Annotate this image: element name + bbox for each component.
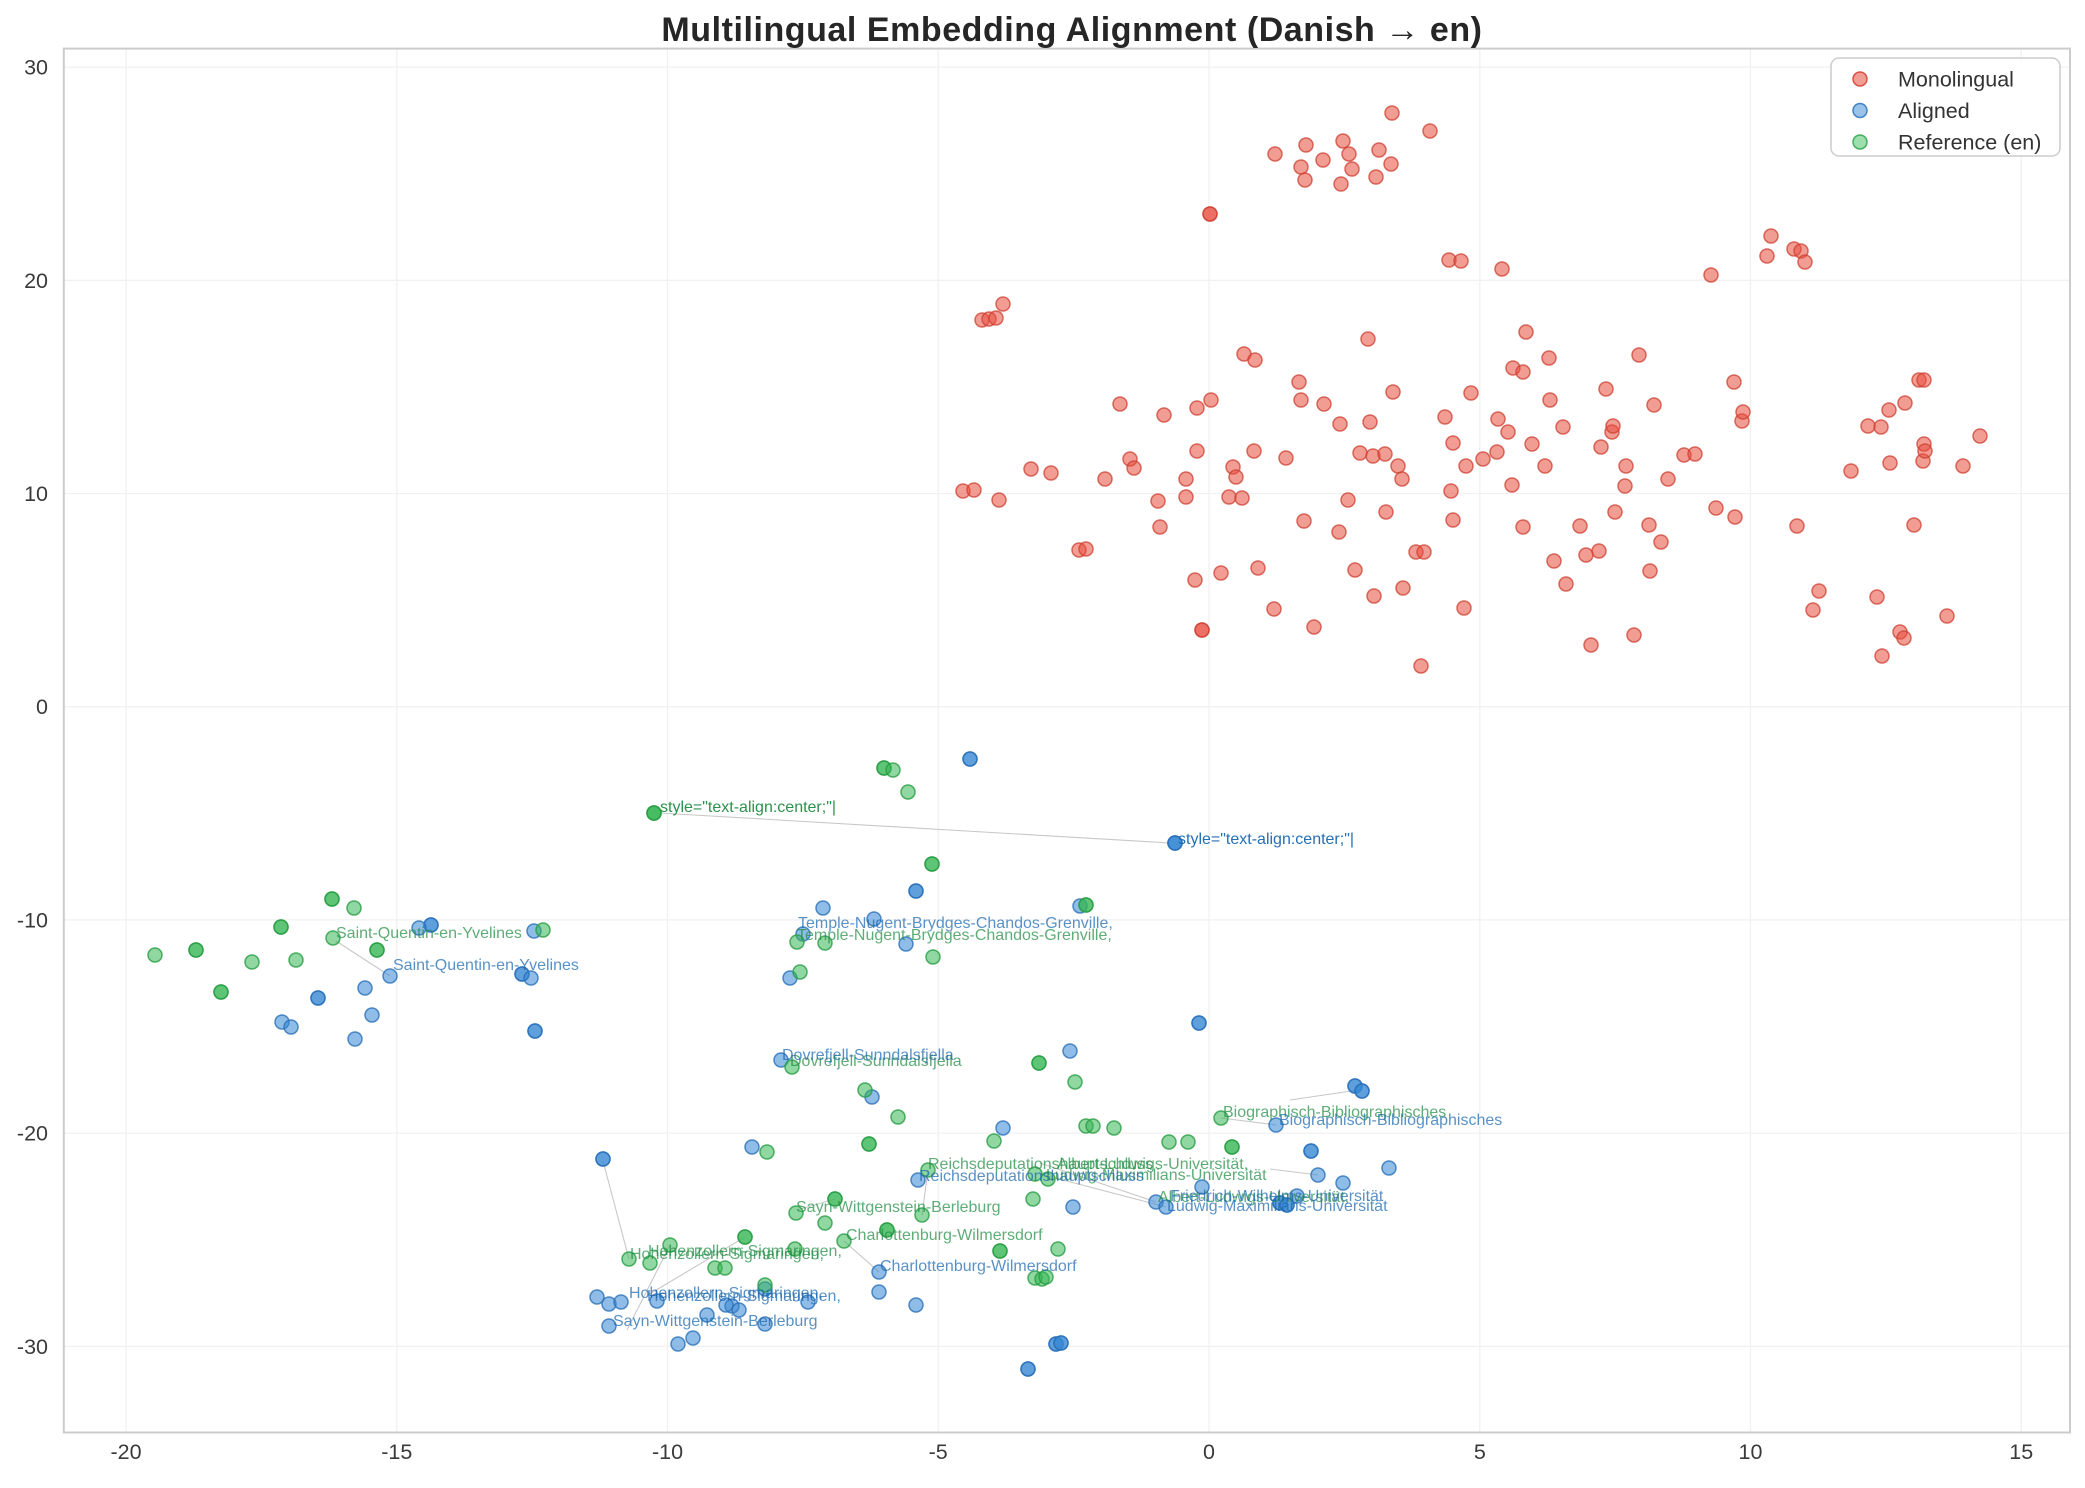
svg-text:Aligned: Aligned [1898,99,1970,123]
svg-text:15: 15 [2009,1440,2033,1464]
svg-text:Multilingual Embedding Alignme: Multilingual Embedding Alignment (Danish… [661,11,1482,49]
svg-text:Saint-Quentin-en-Yvelines: Saint-Quentin-en-Yvelines [393,957,579,974]
svg-text:Friedrich-Wilhelms-Universität: Friedrich-Wilhelms-Universität [1170,1188,1384,1205]
svg-text:Monolingual: Monolingual [1898,68,2014,92]
svg-text:0: 0 [1203,1440,1215,1464]
svg-text:10: 10 [1739,1440,1763,1464]
svg-text:Biographisch-Bibliographisches: Biographisch-Bibliographisches [1279,1112,1502,1129]
svg-text:20: 20 [24,269,48,293]
svg-text:-20: -20 [17,1122,48,1146]
svg-text:Charlottenburg-Wilmersdorf: Charlottenburg-Wilmersdorf [846,1227,1043,1244]
svg-text:10: 10 [24,482,48,506]
svg-text:Hohenzollern-Sigmaringen,: Hohenzollern-Sigmaringen, [647,1288,841,1305]
svg-text:Ludwig-Maximilians-Universität: Ludwig-Maximilians-Universität [1167,1198,1388,1215]
svg-text:Hohenzollern-Sigmaringen,: Hohenzollern-Sigmaringen, [630,1246,824,1263]
svg-text:-15: -15 [381,1440,412,1464]
svg-text:Dovrefjell-Sunndalsfjella: Dovrefjell-Sunndalsfjella [782,1047,954,1064]
svg-text:-30: -30 [17,1335,48,1359]
svg-text:Temple-Nugent-Brydges-Chandos-: Temple-Nugent-Brydges-Chandos-Grenville, [798,915,1113,932]
svg-text:Dovrefjell-Sunndalsfjella: Dovrefjell-Sunndalsfjella [790,1053,962,1070]
svg-text:Biographisch-Bibliographisches: Biographisch-Bibliographisches [1223,1104,1446,1121]
svg-text:0: 0 [36,695,48,719]
svg-text:style="text-align:center;"|: style="text-align:center;"| [1178,831,1354,848]
svg-text:Ludwig-Maximilians-Universität: Ludwig-Maximilians-Universität [1046,1167,1267,1184]
svg-text:Saint-Quentin-en-Yvelines: Saint-Quentin-en-Yvelines [336,925,522,942]
svg-text:-20: -20 [110,1440,141,1464]
svg-text:Charlottenburg-Wilmersdorf: Charlottenburg-Wilmersdorf [880,1258,1077,1275]
svg-text:Albert-Ludwigs-Universität,: Albert-Ludwigs-Universität, [1057,1156,1248,1173]
svg-text:Sayn-Wittgenstein-Berleburg: Sayn-Wittgenstein-Berleburg [796,1199,1001,1216]
svg-text:-5: -5 [929,1440,948,1464]
svg-text:Albert-Ludwigs-Universität,: Albert-Ludwigs-Universität, [1158,1189,1349,1206]
svg-text:-10: -10 [652,1440,683,1464]
svg-text:Sayn-Wittgenstein-Berleburg: Sayn-Wittgenstein-Berleburg [613,1313,818,1330]
svg-text:Hohenzollern-Sigmaringen,: Hohenzollern-Sigmaringen, [629,1285,823,1302]
svg-text:Temple-Nugent-Brydges-Chandos-: Temple-Nugent-Brydges-Chandos-Grenville, [797,927,1112,944]
svg-text:-10: -10 [17,908,48,932]
svg-text:Reference (en): Reference (en) [1898,131,2041,155]
svg-text:Hohenzollern-Sigmaringen,: Hohenzollern-Sigmaringen, [648,1243,842,1260]
svg-text:style="text-align:center;"|: style="text-align:center;"| [660,799,836,816]
svg-text:30: 30 [24,56,48,80]
svg-text:Reichsdeputationshauptschluss: Reichsdeputationshauptschluss [928,1156,1153,1173]
svg-text:5: 5 [1474,1440,1486,1464]
svg-text:Reichsdeputationshauptschluss: Reichsdeputationshauptschluss [919,1168,1144,1185]
